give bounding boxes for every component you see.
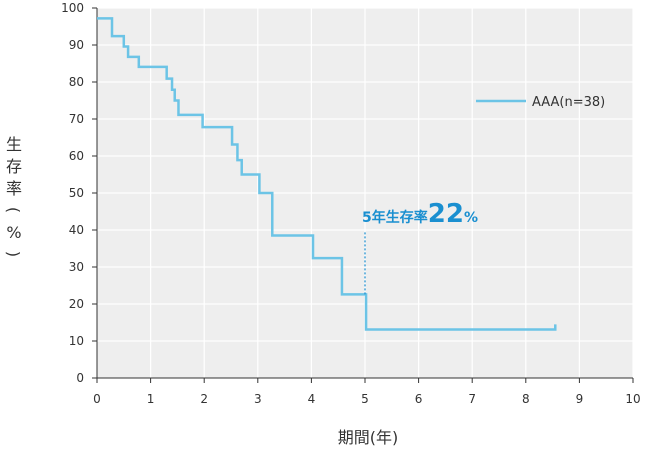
annotation-label: 5年生存率22% <box>362 199 478 229</box>
y-tick-label: 40 <box>69 223 84 237</box>
x-tick-label: 8 <box>522 392 530 406</box>
y-tick-label: 80 <box>69 75 84 89</box>
x-tick-labels: 0 1 2 3 4 5 6 7 8 9 10 <box>93 392 640 406</box>
legend-label: AAA(n=38) <box>532 95 605 110</box>
series-group <box>97 17 557 331</box>
legend: AAA(n=38) <box>476 95 605 110</box>
x-tick-label: 9 <box>576 392 584 406</box>
y-axis-title-char: ) <box>4 251 23 257</box>
x-tick-label: 6 <box>415 392 423 406</box>
five-year-annotation: 5年生存率22% <box>362 199 478 295</box>
y-tick-label: 70 <box>69 112 84 126</box>
y-tick-label: 10 <box>69 334 84 348</box>
y-axis-title-char: 存 <box>6 157 22 176</box>
x-tick-label: 7 <box>468 392 476 406</box>
series-line <box>97 17 557 331</box>
y-tick-label: 0 <box>76 371 84 385</box>
y-tick-label: 60 <box>69 149 84 163</box>
y-axis-title-char: 生 <box>6 135 22 154</box>
x-tick-label: 3 <box>254 392 262 406</box>
y-tick-label: 100 <box>61 1 84 15</box>
y-axis-title-char: ( <box>4 207 23 213</box>
y-tick-labels: 0 10 20 30 40 50 60 70 80 90 100 <box>61 1 84 385</box>
annotation-value: 22 <box>428 199 464 229</box>
y-axis-title-char: % <box>6 223 21 242</box>
x-tick-label: 1 <box>147 392 155 406</box>
y-axis-title: 生存率 (%) <box>4 135 23 257</box>
y-tick-label: 50 <box>69 186 84 200</box>
x-tick-label: 5 <box>361 392 369 406</box>
annotation-prefix: 5年生存率 <box>362 209 428 226</box>
y-tick-label: 20 <box>69 297 84 311</box>
axes <box>92 7 634 383</box>
x-tick-label: 4 <box>308 392 316 406</box>
y-axis-title-char: 率 <box>6 179 22 198</box>
x-axis-title: 期間(年) <box>338 428 399 447</box>
grid-lines <box>97 7 634 378</box>
y-tick-label: 30 <box>69 260 84 274</box>
y-tick-label: 90 <box>69 38 84 52</box>
annotation-unit: % <box>464 210 478 226</box>
x-tick-label: 2 <box>200 392 208 406</box>
x-tick-label: 10 <box>625 392 640 406</box>
x-tick-label: 0 <box>93 392 101 406</box>
